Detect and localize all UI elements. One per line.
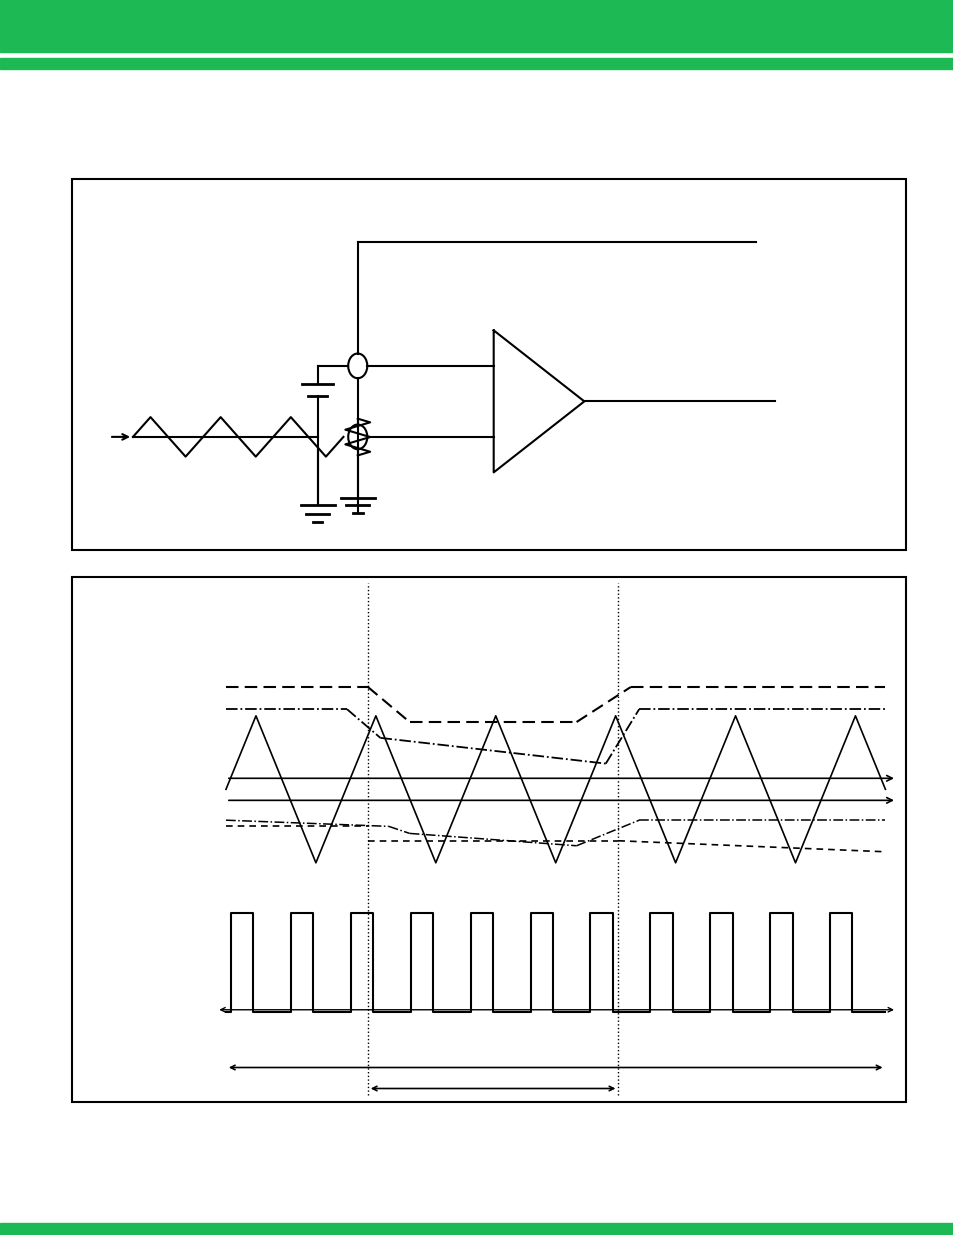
Bar: [0, 1223, 953, 1235]
Bar: [71, 577, 905, 1102]
Bar: [0, 58, 953, 69]
Bar: [0, 0, 953, 52]
Bar: [71, 179, 905, 550]
